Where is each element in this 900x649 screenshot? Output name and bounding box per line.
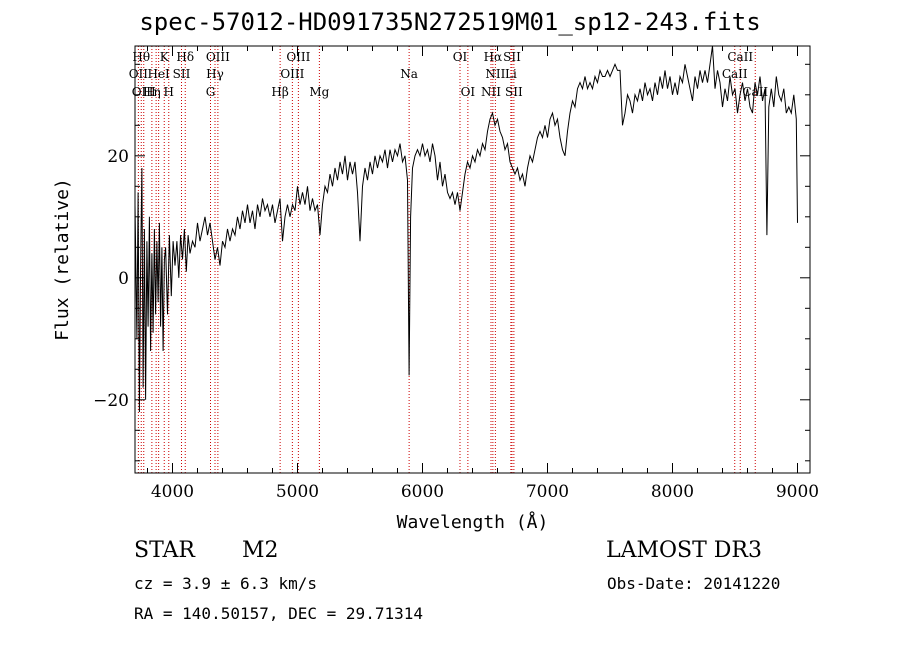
x-tick-label: 6000 [401,482,444,502]
x-tick-label: 4000 [151,482,194,502]
line-label-li: Li [505,67,517,81]
observation-date: Obs-Date: 20141220 [607,574,781,593]
line-label-na: Na [400,67,418,81]
line-label-sii: SII [505,85,523,99]
line-label-g: G [206,85,216,99]
line-label-hβ: Hβ [271,85,288,99]
line-label-nii: NII [481,85,501,99]
line-label-hδ: Hδ [176,50,194,64]
line-label-caii: CaII [722,67,748,81]
object-subclass: M2 [242,538,279,563]
line-label-oiii: OIII [280,67,304,81]
x-tick-label: 9000 [776,482,819,502]
line-label-hη: Hη [143,85,161,99]
line-label-caii: CaII [727,50,753,64]
line-label-hθ: Hθ [132,50,150,64]
x-tick-label: 7000 [526,482,569,502]
y-tick-label: −20 [93,391,129,411]
x-axis-label: Wavelength (Å) [397,511,549,533]
line-label-nii: NII [485,67,505,81]
line-label-hei: HeI [147,67,170,81]
survey-name: LAMOST DR3 [606,538,762,563]
line-label-oi: OI [461,85,476,99]
line-label-oi: OI [453,50,468,64]
x-tick-label: 8000 [651,482,694,502]
line-label-oiii: OIII [206,50,230,64]
line-label-mg: Mg [309,85,329,99]
plot-frame [134,45,811,474]
axis-ticks [135,46,810,473]
line-label-h: H [164,85,174,99]
line-label-sii: SII [173,67,191,81]
line-label-hγ: Hγ [206,67,224,81]
line-label-sii: SII [503,50,521,64]
line-label-oiii: OIII [132,85,156,99]
line-label-oiii: OIII [286,50,310,64]
line-label-k: K [160,50,170,64]
flux-series-line [134,45,798,413]
y-axis-label: Flux (relative) [52,178,73,341]
redshift-cz: cz = 3.9 ± 6.3 km/s [134,574,318,593]
x-tick-label: 5000 [276,482,319,502]
chart-title: spec-57012-HD091735N272519M01_sp12-243.f… [139,8,761,36]
axis-tick-labels: 4000 5000 6000 7000 8000 9000 −20 0 20 [93,147,819,502]
ra-dec-coordinates: RA = 140.50157, DEC = 29.71314 [134,604,423,623]
line-label-oii: OII [129,67,149,81]
y-tick-label: 0 [118,269,129,289]
object-type: STAR [134,538,195,563]
y-tick-label: 20 [107,147,129,167]
spectral-line-markers [137,46,756,473]
line-label-hα: Hα [484,50,503,64]
